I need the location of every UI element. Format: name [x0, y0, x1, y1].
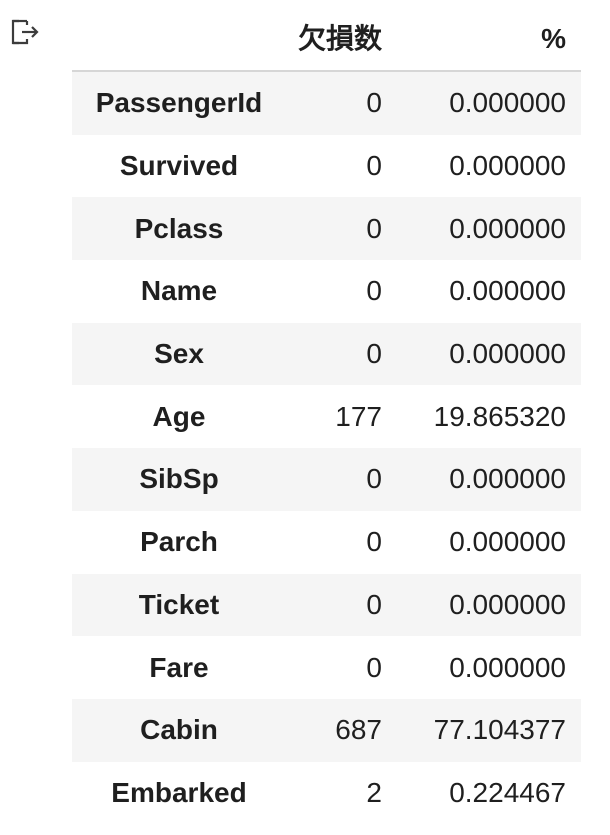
missing-count-cell: 0 [366, 275, 382, 307]
table-row: Fare 0 0.000000 [72, 636, 581, 699]
missing-count-cell: 0 [366, 212, 382, 244]
table-row: SibSp 0 0.000000 [72, 448, 581, 511]
table-row: Survived 0 0.000000 [72, 134, 581, 198]
table-header: 欠損数 % [72, 8, 581, 72]
table-row: Parch 0 0.000000 [72, 510, 581, 574]
missing-percent-cell: 0.000000 [449, 87, 566, 119]
missing-percent-cell: 0.000000 [449, 526, 566, 558]
header-row: 欠損数 % [72, 8, 581, 72]
missing-percent-cell: 77.104377 [433, 714, 566, 746]
row-index-label: Parch [140, 526, 218, 558]
table-row: Ticket 0 0.000000 [72, 573, 581, 637]
missing-percent-cell: 0.000000 [449, 651, 566, 683]
row-index-label: Cabin [140, 714, 218, 746]
missing-count-cell: 0 [366, 651, 382, 683]
missing-percent-cell: 0.000000 [449, 588, 566, 620]
missing-percent-cell: 0.000000 [449, 150, 566, 182]
row-index-label: SibSp [139, 463, 219, 495]
table-row: Cabin 687 77.104377 [72, 698, 581, 762]
missing-percent-cell: 0.000000 [449, 338, 566, 370]
missing-percent-cell: 0.000000 [449, 212, 566, 244]
row-index-label: Survived [119, 150, 239, 182]
row-index-label: Sex [154, 338, 204, 370]
row-index-label: Name [140, 275, 218, 307]
column-header-index [72, 8, 286, 72]
missing-percent-cell: 19.865320 [433, 400, 566, 432]
row-index-label: Ticket [138, 588, 220, 620]
output-arrow-icon [10, 18, 40, 46]
missing-count-cell: 2 [366, 776, 382, 808]
row-index-label: Pclass [134, 212, 224, 244]
missing-count-cell: 0 [366, 588, 382, 620]
table-row: Embarked 2 0.224467 [72, 761, 581, 825]
table-row: Name 0 0.000000 [72, 260, 581, 323]
row-index-label: Age [152, 400, 206, 432]
missing-count-cell: 177 [335, 400, 382, 432]
column-header-percent: % [384, 8, 581, 72]
missing-count-cell: 0 [366, 338, 382, 370]
missing-percent-cell: 0.000000 [449, 275, 566, 307]
missing-count-cell: 0 [366, 526, 382, 558]
missing-count-cell: 0 [366, 463, 382, 495]
missing-count-cell: 0 [366, 87, 382, 119]
table-row: Age 177 19.865320 [72, 385, 581, 449]
missing-percent-cell: 0.000000 [449, 463, 566, 495]
table-row: PassengerId 0 0.000000 [72, 71, 581, 135]
missing-count-cell: 0 [366, 150, 382, 182]
row-index-label: Embarked [111, 776, 247, 808]
missing-values-table: 欠損数 % PassengerId 0 0.000000 Survived 0 0.000… [72, 8, 581, 825]
table-row: Pclass 0 0.000000 [72, 197, 581, 261]
row-index-label: PassengerId [95, 87, 263, 119]
missing-count-cell: 687 [335, 714, 382, 746]
table-row: Sex 0 0.000000 [72, 322, 581, 386]
missing-percent-cell: 0.224467 [449, 776, 566, 808]
row-index-label: Fare [149, 651, 209, 683]
column-header-missing-count: 欠損数 [286, 8, 384, 72]
table-body: PassengerId 0 0.000000 Survived 0 0.000000 Pcl… [72, 71, 581, 825]
